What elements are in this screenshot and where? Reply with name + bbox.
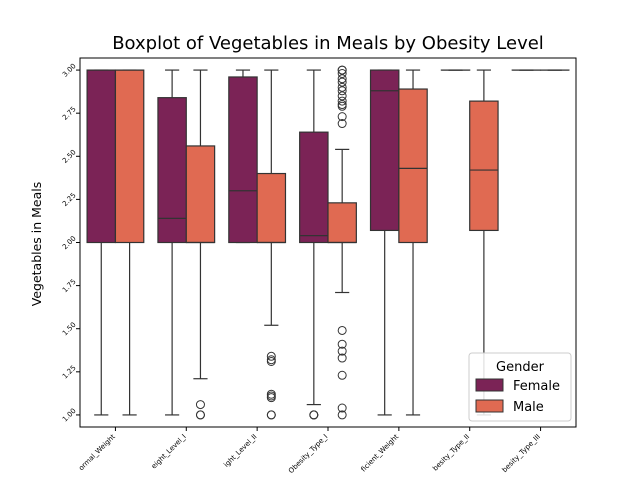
outlier-point: [266, 356, 276, 366]
chart-title: Boxplot of Vegetables in Meals by Obesit…: [112, 33, 544, 54]
x-tick-label: eight_Level_I: [150, 433, 188, 471]
y-tick-label: 2.25: [61, 191, 78, 208]
outlier-point: [266, 393, 276, 403]
outlier-point: [195, 400, 205, 410]
box-male-4: [398, 69, 428, 416]
outlier-point: [266, 391, 276, 401]
x-tick-label: Obesity_Type_I: [287, 433, 329, 475]
box-male-0: [114, 69, 145, 416]
box-male-1: [185, 69, 216, 420]
x-tick-label: ficient_Weight: [360, 433, 401, 474]
outlier-point: [337, 353, 347, 363]
outlier-point: [337, 119, 347, 129]
outlier-point: [337, 346, 347, 356]
legend-swatch-female: [475, 378, 504, 392]
box-female-2: [228, 69, 258, 244]
x-tick-label: ormal_Weight: [77, 433, 117, 473]
outlier-point: [337, 325, 347, 335]
outlier-point: [337, 101, 347, 111]
outlier-point: [195, 410, 205, 420]
outlier-point: [337, 96, 347, 106]
outlier-point: [309, 410, 319, 420]
box-female-1: [157, 69, 187, 416]
outlier-point: [337, 112, 347, 122]
box-iqr: [369, 69, 400, 232]
box-iqr: [398, 88, 428, 244]
outlier-point: [337, 339, 347, 349]
y-tick-label: 1.00: [61, 407, 78, 424]
box-female-4: [369, 69, 400, 416]
x-tick-label: besity_Type_III: [501, 433, 542, 474]
y-tick-label: 3.00: [61, 62, 78, 79]
y-tick-label: 1.25: [61, 364, 78, 381]
outlier-point: [337, 82, 347, 92]
legend-swatch-male: [475, 399, 504, 413]
y-tick-label: 2.50: [61, 148, 78, 165]
box-iqr: [157, 97, 187, 244]
y-tick-label: 2.00: [61, 234, 78, 251]
box-iqr: [299, 131, 329, 244]
outlier-point: [337, 370, 347, 380]
outlier-point: [337, 91, 347, 101]
box-iqr: [185, 145, 216, 244]
legend-label-female: Female: [513, 379, 560, 394]
legend: Gender Female Male: [468, 352, 572, 422]
outlier-point: [337, 69, 347, 79]
outlier-point: [337, 65, 347, 75]
outlier-point: [337, 410, 347, 420]
box-iqr: [327, 202, 357, 244]
outlier-point: [337, 74, 347, 84]
box-iqr: [228, 76, 258, 244]
box-iqr: [86, 69, 117, 244]
plot-area: [86, 65, 570, 420]
y-tick-label: 2.75: [61, 105, 78, 122]
box-iqr: [256, 172, 287, 244]
outlier-point: [266, 351, 276, 361]
y-axis-label: Vegetables in Meals: [29, 182, 44, 307]
outlier-point: [337, 77, 347, 87]
legend-label-male: Male: [513, 400, 544, 415]
x-tick-label: ight_Level_II: [222, 433, 258, 469]
outlier-point: [266, 410, 276, 420]
box-male-3: [327, 65, 357, 420]
box-female-3: [299, 69, 329, 420]
legend-title: Gender: [496, 360, 545, 375]
y-tick-label: 1.75: [61, 278, 78, 295]
box-iqr: [469, 100, 499, 232]
x-tick-label: besity_Type_II: [431, 433, 471, 473]
outlier-point: [337, 403, 347, 413]
box-male-5: [469, 69, 499, 416]
outlier-point: [337, 86, 347, 96]
box-male-2: [256, 69, 287, 420]
box-female-0: [86, 69, 117, 416]
box-iqr: [114, 69, 145, 244]
y-tick-label: 1.50: [61, 321, 78, 338]
